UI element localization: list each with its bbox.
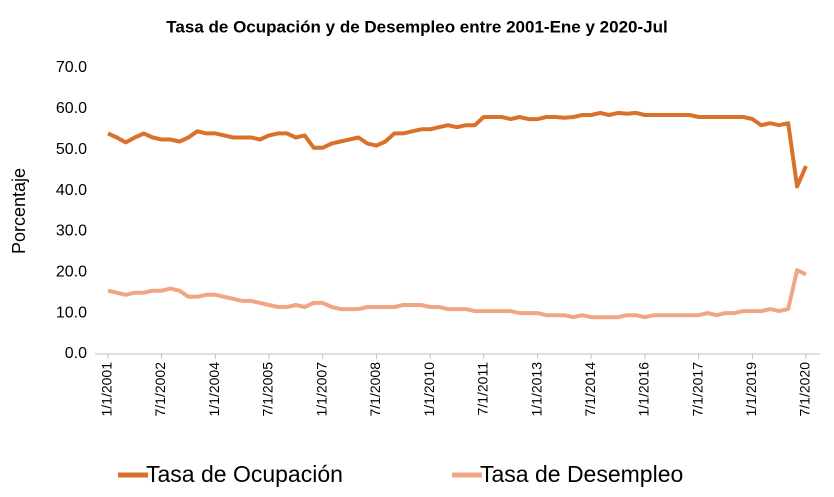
chart-title: Tasa de Ocupación y de Desempleo entre 2… — [166, 17, 667, 36]
data-line — [107, 110, 808, 189]
x-tick-label: 1/1/2007 — [313, 362, 329, 417]
y-tick-label: 0.0 — [65, 345, 87, 362]
x-tick-label: 1/1/2010 — [421, 362, 437, 417]
x-tick-label: 7/1/2008 — [367, 362, 383, 417]
y-tick-label: 10.0 — [56, 304, 87, 321]
y-tick-label: 70.0 — [56, 59, 87, 76]
y-tick-label: 20.0 — [56, 264, 87, 281]
y-tick-label: 40.0 — [56, 182, 87, 199]
x-tick-label: 7/1/2011 — [474, 362, 490, 416]
legend-label: Tasa de Desempleo — [480, 461, 683, 487]
y-axis-label: Porcentaje — [9, 168, 29, 254]
x-tick-label: 1/1/2019 — [743, 362, 759, 417]
y-tick-label: 50.0 — [56, 141, 87, 158]
x-tick-label: 7/1/2002 — [152, 362, 168, 417]
x-tick-label: 7/1/2017 — [689, 362, 705, 417]
x-tick-label: 1/1/2001 — [99, 362, 115, 417]
y-tick-label: 60.0 — [56, 100, 87, 117]
x-tick-label: 1/1/2016 — [636, 362, 652, 417]
data-line — [107, 268, 807, 320]
x-tick-label: 1/1/2013 — [528, 362, 544, 417]
legend-label: Tasa de Ocupación — [146, 461, 343, 487]
y-tick-label: 30.0 — [56, 223, 87, 240]
x-tick-label: 7/1/2005 — [260, 362, 276, 417]
x-tick-label: 7/1/2014 — [582, 362, 598, 417]
x-tick-label: 1/1/2004 — [206, 362, 222, 417]
x-tick-label: 7/1/2020 — [797, 362, 813, 417]
